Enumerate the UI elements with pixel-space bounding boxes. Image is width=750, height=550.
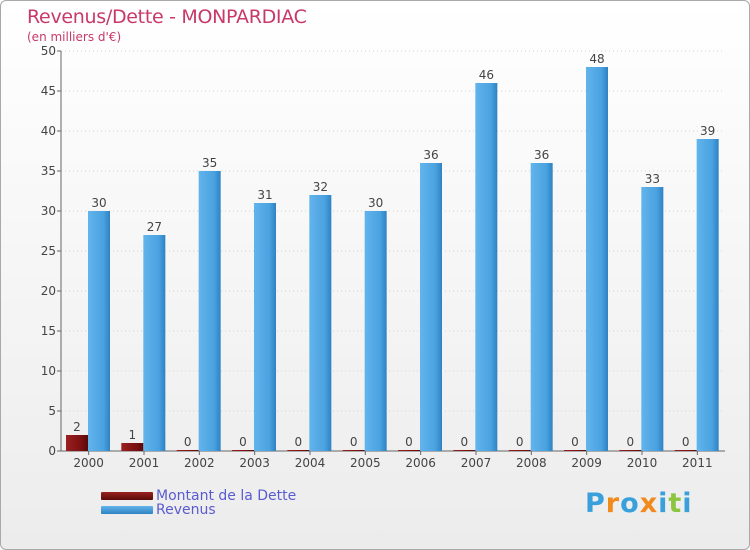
y-tick-label: 25 <box>41 244 56 258</box>
x-tick-label: 2000 <box>73 456 104 470</box>
revenue-value-label: 36 <box>423 148 438 162</box>
debt-bar <box>453 450 476 451</box>
revenue-bar <box>641 187 664 451</box>
legend-item-debt: Montant de la Dette <box>101 488 297 504</box>
y-tick-label: 15 <box>41 324 56 338</box>
debt-bar <box>287 450 310 451</box>
debt-bar <box>232 450 254 451</box>
debt-bar <box>66 435 88 451</box>
debt-bar <box>674 450 697 451</box>
debt-bar <box>564 450 586 451</box>
debt-value-label: 0 <box>405 435 413 449</box>
x-tick-label: 2010 <box>627 456 658 470</box>
y-tick-label: 0 <box>48 444 56 458</box>
debt-bar <box>508 450 531 451</box>
revenue-value-label: 46 <box>479 68 494 82</box>
chart-title: Revenus/Dette - MONPARDIAC <box>27 6 307 28</box>
x-tick-label: 2003 <box>239 456 270 470</box>
debt-value-label: 0 <box>295 435 303 449</box>
debt-value-label: 0 <box>461 435 469 449</box>
revenue-bar <box>586 67 608 451</box>
y-tick-label: 45 <box>41 84 56 98</box>
x-tick-label: 2007 <box>461 456 492 470</box>
revenue-bar <box>475 83 498 451</box>
x-tick-label: 2008 <box>516 456 547 470</box>
revenue-bar <box>143 235 166 451</box>
y-tick-label: 10 <box>41 364 56 378</box>
revenue-bar <box>530 163 553 451</box>
revenue-bar <box>254 203 276 451</box>
debt-bar <box>619 450 642 451</box>
legend-swatch-revenue <box>101 506 153 514</box>
revenue-value-label: 27 <box>147 220 162 234</box>
logo-letter: i <box>682 488 693 519</box>
x-tick-label: 2001 <box>129 456 160 470</box>
y-tick-label: 35 <box>41 164 56 178</box>
x-tick-label: 2011 <box>682 456 713 470</box>
revenue-bar <box>364 211 387 451</box>
debt-bar <box>342 450 365 451</box>
logo-letter: x <box>639 488 659 519</box>
y-tick-label: 5 <box>48 404 56 418</box>
revenue-bar <box>88 211 110 451</box>
x-tick-label: 2006 <box>405 456 436 470</box>
debt-value-label: 0 <box>184 435 192 449</box>
proxiti-logo: Proxiti <box>585 488 693 519</box>
x-tick-label: 2005 <box>350 456 381 470</box>
revenue-value-label: 31 <box>257 188 272 202</box>
legend-item-revenue: Revenus <box>101 502 216 518</box>
y-tick-label: 50 <box>41 44 56 58</box>
debt-value-label: 0 <box>350 435 358 449</box>
revenue-bar <box>420 163 442 451</box>
x-tick-label: 2004 <box>295 456 326 470</box>
revenue-bar <box>696 139 719 451</box>
debt-bar <box>121 443 144 451</box>
bar-chart: 0 5 10 15 20 25 30 35 40 45 50 2000 2 30 2001 1 27 2002 0 3… <box>41 44 725 470</box>
revenue-value-label: 33 <box>645 172 660 186</box>
chart-subtitle: (en milliers d'€) <box>27 30 122 44</box>
revenue-value-label: 39 <box>700 124 715 138</box>
debt-bar <box>398 450 420 451</box>
debt-value-label: 0 <box>571 435 579 449</box>
revenue-value-label: 30 <box>368 196 383 210</box>
revenue-value-label: 36 <box>534 148 549 162</box>
y-tick-label: 20 <box>41 284 56 298</box>
x-tick-label: 2002 <box>184 456 215 470</box>
revenue-value-label: 35 <box>202 156 217 170</box>
logo-letter: o <box>620 488 640 519</box>
debt-value-label: 0 <box>627 435 635 449</box>
revenue-value-label: 30 <box>91 196 106 210</box>
x-tick-label: 2009 <box>571 456 602 470</box>
revenue-bar <box>198 171 221 451</box>
legend-label-debt: Montant de la Dette <box>156 488 297 504</box>
revenue-bar <box>309 195 332 451</box>
debt-value-label: 2 <box>73 420 81 434</box>
y-tick-label: 30 <box>41 204 56 218</box>
debt-value-label: 0 <box>682 435 690 449</box>
debt-value-label: 1 <box>129 428 137 442</box>
logo-letter: P <box>585 488 606 519</box>
legend-label-revenue: Revenus <box>156 502 216 518</box>
debt-bar <box>176 450 199 451</box>
logo-letter: r <box>605 488 621 519</box>
revenue-value-label: 48 <box>589 52 604 66</box>
logo-letter: t <box>668 488 683 519</box>
legend-swatch-debt <box>101 492 153 500</box>
logo-letter: i <box>658 488 669 519</box>
debt-value-label: 0 <box>516 435 524 449</box>
debt-value-label: 0 <box>239 435 247 449</box>
revenue-value-label: 32 <box>313 180 328 194</box>
y-tick-label: 40 <box>41 124 56 138</box>
